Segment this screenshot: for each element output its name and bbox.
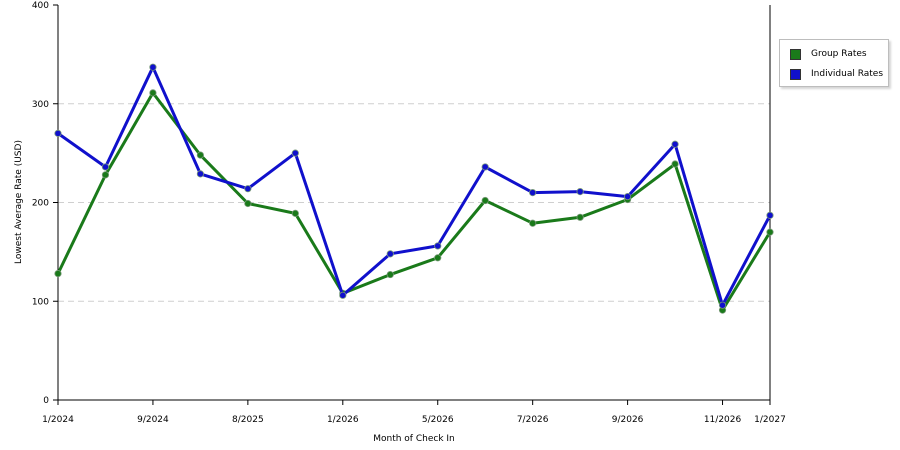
data-point [244, 185, 252, 193]
x-tick-label: 11/2026 [704, 415, 742, 425]
data-point [481, 163, 489, 171]
data-point [434, 242, 442, 250]
x-tick-label: 9/2024 [137, 415, 169, 425]
data-point [434, 254, 442, 262]
data-point [101, 163, 110, 171]
y-axis-label: Lowest Average Rate (USD) [14, 140, 24, 264]
legend: Group Rates Individual Rates [779, 39, 889, 87]
x-tick-label: 1/2026 [327, 415, 359, 425]
data-point [529, 189, 537, 197]
data-point [481, 196, 489, 205]
data-point [196, 151, 204, 159]
legend-item-group: Group Rates [790, 48, 867, 60]
legend-label-individual: Individual Rates [811, 69, 884, 79]
series-line-1 [57, 65, 772, 307]
data-point [386, 270, 394, 279]
data-point [149, 63, 157, 71]
data-point [339, 291, 347, 299]
legend-swatch-individual [790, 68, 801, 80]
x-tick-label: 1/2027 [754, 415, 786, 425]
x-tick-label: 9/2026 [612, 415, 644, 425]
y-tick-label: 400 [32, 1, 49, 11]
y-tick-label: 300 [32, 100, 49, 110]
x-tick-label: 7/2026 [517, 415, 549, 425]
data-point [671, 160, 679, 168]
data-point [623, 192, 632, 201]
data-point [386, 250, 394, 258]
y-tick-label: 0 [43, 396, 49, 406]
data-point [766, 211, 774, 219]
data-point [576, 213, 584, 221]
data-point [529, 219, 537, 227]
x-tick-label: 8/2025 [232, 415, 264, 425]
data-point [101, 171, 110, 179]
legend-item-individual: Individual Rates [790, 68, 883, 80]
x-ticks: 1/2024 9/2024 8/2025 1/2026 5/2026 7/2026 9/20… [42, 400, 786, 425]
grid-lines [58, 103, 770, 302]
data-point [718, 301, 727, 309]
series-group [54, 63, 774, 314]
data-point [244, 199, 252, 208]
data-point [54, 269, 62, 278]
x-tick-label: 5/2026 [422, 415, 454, 425]
data-point [766, 228, 774, 236]
legend-label-group: Group Rates [811, 49, 867, 59]
data-point [149, 89, 157, 97]
series-line-0 [56, 91, 772, 312]
legend-swatch-group [790, 48, 801, 60]
data-point [54, 129, 62, 137]
data-point [196, 170, 204, 178]
y-ticks: 0 100 200 300 400 [32, 1, 58, 406]
data-point [671, 140, 679, 148]
data-point [576, 188, 584, 196]
data-point [291, 149, 299, 157]
data-point [291, 209, 299, 217]
y-tick-label: 100 [32, 297, 49, 307]
y-tick-label: 200 [32, 199, 49, 209]
x-tick-label: 1/2024 [42, 415, 74, 425]
x-axis-label: Month of Check In [373, 434, 455, 444]
